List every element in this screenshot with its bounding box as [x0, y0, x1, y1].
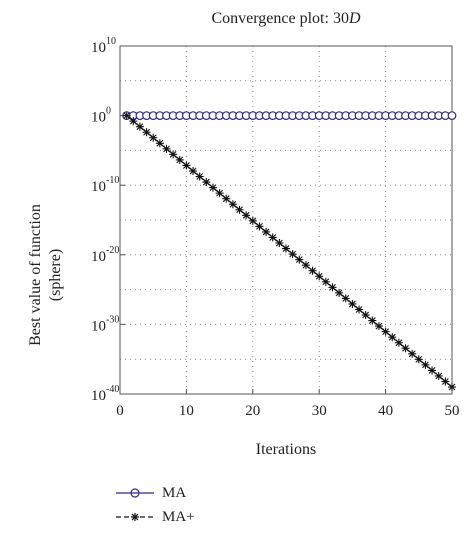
data-point-ma-plus: [282, 244, 290, 253]
data-point-ma-plus: [182, 161, 191, 170]
legend-marker-ma: [116, 488, 154, 498]
legend-item-ma-plus: MA+: [116, 505, 195, 529]
data-point-ma-plus: [215, 189, 224, 198]
data-point-ma-plus: [321, 277, 330, 286]
y-tick-exponent: 10: [106, 36, 116, 47]
series-ma-plus: [122, 111, 456, 392]
data-point-ma-plus: [222, 194, 231, 203]
y-axis-label-line2: (sphere): [47, 248, 64, 302]
y-tick-label: 10: [91, 40, 106, 56]
chart-title-text: Convergence plot: 30: [211, 10, 349, 27]
data-point-ma-plus: [341, 294, 350, 303]
data-point-ma-plus: [195, 172, 204, 181]
data-point-ma-plus: [135, 122, 144, 131]
data-point-ma-plus: [394, 338, 403, 347]
data-point-ma-plus: [208, 183, 217, 192]
data-point-ma-plus: [268, 233, 277, 242]
data-point-ma-plus: [388, 333, 397, 342]
chart-title: Convergence plot: 30D: [120, 10, 452, 28]
x-axis-label: Iterations: [255, 441, 317, 458]
x-tick-label: 40: [378, 403, 393, 419]
data-point-ma-plus: [301, 261, 310, 270]
data-point-ma-plus: [401, 344, 410, 353]
x-tick-label: 0: [116, 403, 124, 419]
data-point-ma-plus: [428, 366, 437, 375]
legend: MA MA+: [116, 481, 195, 529]
x-tick-label: 50: [445, 403, 460, 419]
y-axis-label-line1: Best value of function: [27, 204, 44, 346]
data-point-ma-plus: [288, 250, 297, 259]
plot-frame: [119, 45, 453, 395]
series-ma: [122, 111, 457, 120]
data-point-ma-plus: [328, 283, 337, 292]
x-tick-label: 30: [312, 403, 327, 419]
grid: [120, 46, 452, 394]
y-tick-label: 10: [91, 249, 106, 265]
data-point-ma: [447, 111, 457, 120]
data-point-ma-plus: [335, 288, 344, 297]
legend-label-ma-plus: MA+: [162, 508, 195, 525]
data-point-ma-plus: [448, 383, 456, 392]
y-tick-exponent: -20: [106, 245, 119, 256]
data-point-ma-plus: [189, 166, 198, 175]
data-point-ma-plus: [315, 272, 324, 281]
data-point-ma-plus: [414, 355, 423, 364]
y-axis-label: Best value of function (sphere): [26, 145, 66, 405]
data-point-ma-plus: [202, 178, 211, 187]
data-point-ma-plus: [381, 327, 390, 336]
data-point-ma-plus: [348, 299, 357, 308]
legend-label-ma: MA: [162, 484, 187, 501]
data-point-ma-plus: [149, 133, 158, 142]
y-tick-exponent: -30: [106, 314, 119, 325]
data-point-ma-plus: [441, 377, 450, 386]
data-point-ma-plus: [142, 128, 151, 137]
chart-title-italic: D: [348, 10, 361, 27]
data-point-ma-plus: [408, 349, 417, 358]
legend-item-ma: MA: [116, 481, 195, 505]
data-point-ma-plus: [355, 305, 364, 314]
data-point-ma-plus: [308, 266, 317, 275]
y-tick-exponent: -40: [106, 384, 119, 395]
data-point-ma-plus: [368, 316, 377, 325]
data-point-ma-plus: [242, 211, 251, 220]
data-point-ma-plus: [295, 255, 304, 264]
y-tick-label: 10: [91, 388, 106, 404]
data-point-ma-plus: [255, 222, 264, 231]
data-point-ma-plus: [361, 311, 370, 320]
data-point-ma-plus: [248, 216, 257, 225]
data-point-ma-plus: [275, 239, 284, 248]
data-point-ma-plus: [374, 322, 383, 331]
data-point-ma-plus: [434, 371, 443, 380]
data-point-ma-plus: [175, 155, 184, 164]
data-point-ma-plus: [228, 200, 237, 209]
data-point-ma-plus: [162, 144, 171, 153]
data-point-ma-plus: [122, 111, 131, 120]
y-tick-exponent: -10: [106, 175, 119, 186]
data-point-ma-plus: [169, 150, 178, 159]
data-point-ma-plus: [421, 360, 430, 369]
y-tick-exponent: 0: [106, 106, 111, 117]
data-point-ma-plus: [262, 227, 271, 236]
y-tick-label: 10: [91, 110, 106, 126]
y-tick-label: 10: [91, 179, 106, 195]
data-point-ma-plus: [155, 139, 164, 148]
data-point-ma-plus: [235, 205, 244, 214]
data-point-ma-plus: [129, 117, 138, 126]
y-tick-label: 10: [91, 318, 106, 334]
x-tick-label: 10: [179, 403, 194, 419]
legend-marker-ma-plus: [116, 513, 154, 521]
x-tick-label: 20: [245, 403, 260, 419]
